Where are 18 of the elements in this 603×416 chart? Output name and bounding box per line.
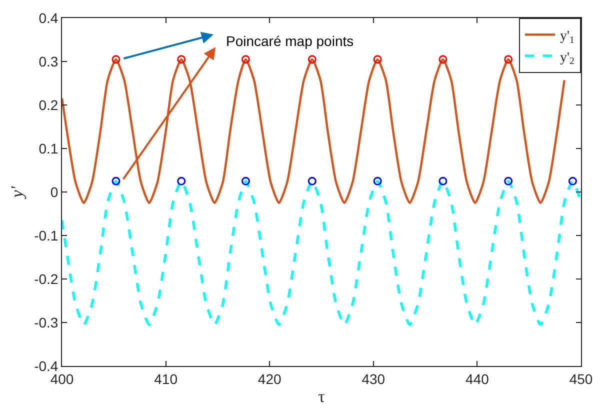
y-tick-label: 0.2	[38, 96, 58, 113]
y-tick-label: -0.2	[34, 270, 58, 287]
x-tick-label: 410	[154, 370, 178, 387]
x-tick-label: 450	[569, 370, 593, 387]
y-tick-label: 0.4	[38, 10, 58, 26]
y-tick-label: 0.3	[38, 53, 58, 70]
x-axis-title: τ	[318, 387, 326, 406]
annotation: Poincaré map points	[226, 33, 354, 49]
y-tick-label: -0.1	[34, 227, 58, 244]
x-tick-label: 420	[258, 370, 282, 387]
legend-label: y'$_{1}$	[560, 29, 575, 46]
y-tick-label: 0.1	[38, 140, 58, 156]
legend-label: y'$_{2}$	[560, 50, 575, 68]
y-tick-label: 0	[50, 184, 58, 200]
x-tick-label: 440	[466, 370, 490, 387]
x-tick-label: 430	[362, 370, 386, 387]
y-tick-label: -0.3	[34, 314, 58, 330]
y-axis-title: y'	[8, 186, 27, 200]
